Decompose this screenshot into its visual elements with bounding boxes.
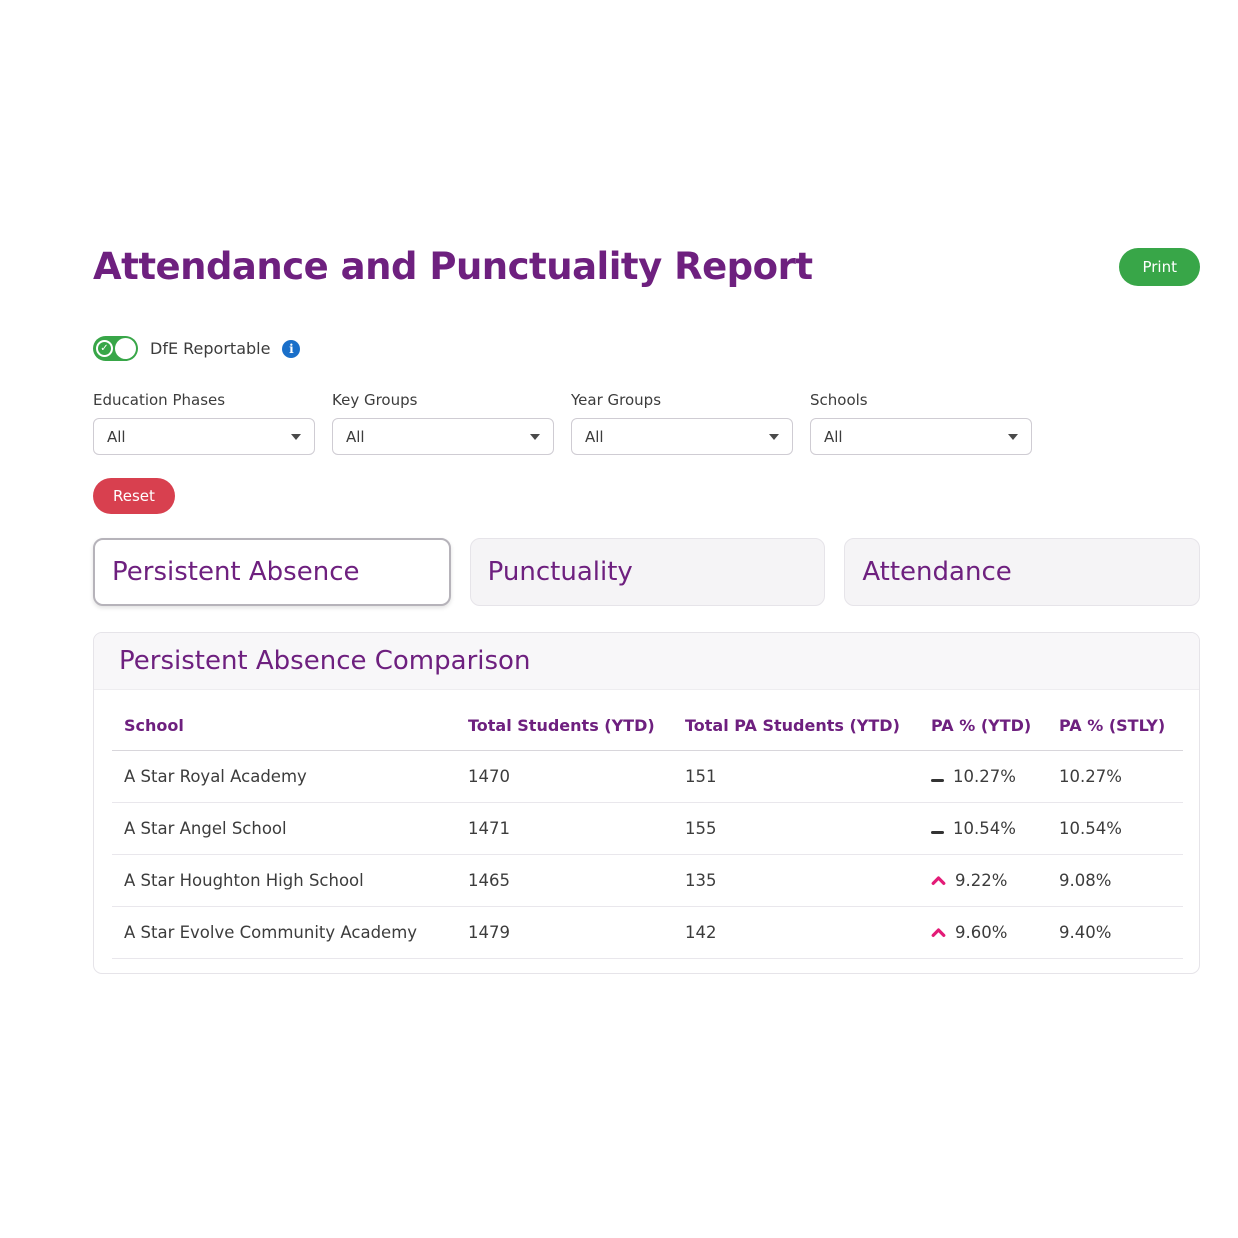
filter-select[interactable]: All <box>571 418 793 455</box>
tab-attendance[interactable]: Attendance <box>844 538 1201 606</box>
pa-ytd-cell: 10.27% <box>931 750 1059 803</box>
pa-ytd-value: 9.22% <box>955 871 1008 890</box>
filter-selected-value: All <box>346 427 365 446</box>
chevron-down-icon <box>769 433 779 440</box>
pa-stly-cell: 10.27% <box>1059 750 1183 803</box>
pa-ytd-cell: 9.60% <box>931 906 1059 959</box>
filter-select[interactable]: All <box>810 418 1032 455</box>
column-header: PA % (YTD) <box>931 690 1059 751</box>
total-pa-students-cell: 142 <box>685 906 931 959</box>
trend-up-icon <box>931 876 946 885</box>
column-header: Total Students (YTD) <box>468 690 685 751</box>
pa-ytd-value: 9.60% <box>955 923 1008 942</box>
dfe-reportable-label: DfE Reportable <box>150 339 271 358</box>
pa-ytd-value: 10.27% <box>953 767 1016 786</box>
toggle-knob <box>115 338 136 359</box>
chevron-down-icon <box>291 433 301 440</box>
tab-persistent-absence[interactable]: Persistent Absence <box>93 538 451 606</box>
table-row: A Star Houghton High School 1465 135 9.2… <box>112 854 1183 907</box>
filter-label: Education Phases <box>93 391 226 409</box>
pa-stly-cell: 9.40% <box>1059 906 1183 959</box>
filter-year-groups: Year Groups All <box>571 391 793 455</box>
filter-select[interactable]: All <box>93 418 315 455</box>
page-header: Attendance and Punctuality Report Print <box>93 245 1200 288</box>
filter-select[interactable]: All <box>332 418 554 455</box>
trend-up-icon <box>931 928 946 937</box>
total-pa-students-cell: 151 <box>685 750 931 803</box>
table-row: A Star Evolve Community Academy 1479 142… <box>112 906 1183 959</box>
column-header: Total PA Students (YTD) <box>685 690 931 751</box>
filter-selected-value: All <box>585 427 604 446</box>
school-cell: A Star Evolve Community Academy <box>112 906 468 959</box>
school-cell: A Star Royal Academy <box>112 750 468 803</box>
pa-ytd-cell: 9.22% <box>931 854 1059 907</box>
tab-label: Attendance <box>862 557 1012 587</box>
table-row: A Star Angel School 1471 155 10.54% 10.5… <box>112 802 1183 855</box>
info-icon[interactable]: i <box>282 339 301 358</box>
pa-ytd-value: 10.54% <box>953 819 1016 838</box>
filter-label: Key Groups <box>332 391 418 409</box>
pa-ytd-cell: 10.54% <box>931 802 1059 855</box>
table-header-row: School Total Students (YTD) Total PA Stude… <box>112 690 1183 751</box>
dfe-reportable-row: ✓ DfE Reportable i <box>93 336 1200 361</box>
total-pa-students-cell: 155 <box>685 802 931 855</box>
print-button[interactable]: Print <box>1119 247 1200 286</box>
page-title: Attendance and Punctuality Report <box>93 245 813 288</box>
pa-stly-cell: 10.54% <box>1059 802 1183 855</box>
chevron-down-icon <box>1008 433 1018 440</box>
reset-button[interactable]: Reset <box>93 478 175 514</box>
table-row: A Star Royal Academy 1470 151 10.27% 10.… <box>112 750 1183 803</box>
column-header: School <box>112 690 468 751</box>
trend-flat-icon <box>931 779 944 782</box>
trend-flat-icon <box>931 831 944 834</box>
check-icon: ✓ <box>96 340 113 357</box>
filter-selected-value: All <box>107 427 126 446</box>
tab-punctuality[interactable]: Punctuality <box>469 538 826 606</box>
panel-header: Persistent Absence Comparison <box>94 633 1199 690</box>
comparison-panel: Persistent Absence Comparison School Tota… <box>93 632 1200 974</box>
report-tabs: Persistent Absence Punctuality Attendanc… <box>93 538 1201 606</box>
column-header: PA % (STLY) <box>1059 690 1183 751</box>
pa-stly-cell: 9.08% <box>1059 854 1183 907</box>
filters-row: Education Phases All Key Groups All Year… <box>93 391 1200 455</box>
total-students-cell: 1470 <box>468 750 685 803</box>
comparison-table: School Total Students (YTD) Total PA Stude… <box>112 690 1183 959</box>
report-page: Attendance and Punctuality Report Print … <box>93 0 1201 974</box>
total-students-cell: 1479 <box>468 906 685 959</box>
school-cell: A Star Houghton High School <box>112 854 468 907</box>
dfe-reportable-toggle[interactable]: ✓ <box>93 336 138 361</box>
tab-label: Punctuality <box>487 557 633 587</box>
filter-key-groups: Key Groups All <box>332 391 554 455</box>
filter-education-phases: Education Phases All <box>93 391 315 455</box>
filter-label: Schools <box>810 391 868 409</box>
filter-schools: Schools All <box>810 391 1032 455</box>
panel-title: Persistent Absence Comparison <box>119 646 531 676</box>
filter-selected-value: All <box>824 427 843 446</box>
tab-label: Persistent Absence <box>112 557 360 587</box>
chevron-down-icon <box>530 433 540 440</box>
total-students-cell: 1471 <box>468 802 685 855</box>
school-cell: A Star Angel School <box>112 802 468 855</box>
total-students-cell: 1465 <box>468 854 685 907</box>
filter-label: Year Groups <box>571 391 662 409</box>
total-pa-students-cell: 135 <box>685 854 931 907</box>
